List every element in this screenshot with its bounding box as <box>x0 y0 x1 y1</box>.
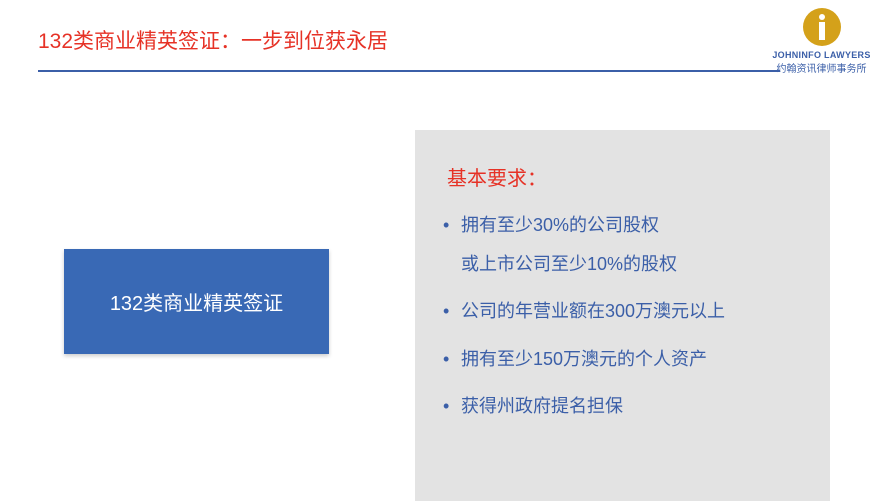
panel-title: 基本要求： <box>447 162 806 191</box>
item-subtext: 或上市公司至少10%的股权 <box>461 252 806 277</box>
visa-label-box: 132类商业精英签证 <box>64 249 329 354</box>
slide-header: 132类商业精英签证：一步到位获永居 <box>38 25 854 55</box>
list-item: 公司的年营业额在300万澳元以上 <box>439 299 806 324</box>
logo-text-chinese: 约翰资讯律师事务所 <box>777 60 867 75</box>
list-item: 获得州政府提名担保 <box>439 394 806 419</box>
requirements-panel: 基本要求： 拥有至少30%的公司股权 或上市公司至少10%的股权 公司的年营业额… <box>415 130 830 501</box>
slide-title: 132类商业精英签证：一步到位获永居 <box>38 25 854 55</box>
logo-icon <box>803 8 841 46</box>
visa-label-text: 132类商业精英签证 <box>110 287 283 316</box>
company-logo: JOHNINFO LAWYERS 约翰资讯律师事务所 <box>769 8 874 75</box>
list-item: 拥有至少30%的公司股权 或上市公司至少10%的股权 <box>439 213 806 277</box>
item-text: 拥有至少30%的公司股权 <box>461 215 659 235</box>
item-text: 公司的年营业额在300万澳元以上 <box>461 301 725 321</box>
item-text: 获得州政府提名担保 <box>461 396 623 416</box>
item-text: 拥有至少150万澳元的个人资产 <box>461 349 707 369</box>
title-underline <box>38 70 780 72</box>
list-item: 拥有至少150万澳元的个人资产 <box>439 347 806 372</box>
requirements-list: 拥有至少30%的公司股权 或上市公司至少10%的股权 公司的年营业额在300万澳… <box>439 213 806 419</box>
logo-text-english: JOHNINFO LAWYERS <box>772 50 870 60</box>
